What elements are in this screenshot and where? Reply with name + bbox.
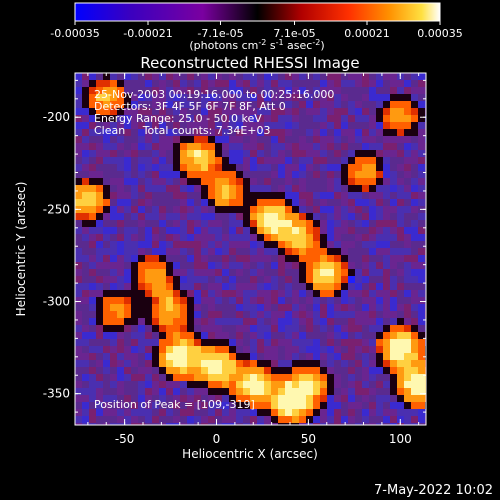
y-tick-label: -250	[43, 202, 70, 216]
colorbar-tick-label: -0.00021	[123, 27, 172, 40]
x-tick-label: 100	[389, 432, 412, 446]
colorbar-tick-label: 0.00021	[344, 27, 390, 40]
colorbar-gradient	[74, 2, 441, 22]
x-axis: -50 0 50 100	[87, 73, 420, 446]
x-tick-label: -50	[115, 432, 135, 446]
colorbar-tick-label: -7.1e-05	[197, 27, 243, 40]
info-overlay: 25-Nov-2003 00:19:16.000 to 00:25:16.000…	[94, 88, 334, 411]
heatmap-image	[75, 73, 426, 425]
info-clean-counts: Clean Total counts: 7.34E+03	[94, 124, 271, 137]
colorbar: -0.00035 -0.00021 -7.1e-05 7.1e-05 0.00021 0.…	[50, 2, 463, 52]
info-peak-position: Position of Peak = [109,-319]	[94, 398, 255, 411]
y-tick-label: -200	[43, 110, 70, 124]
x-axis-label: Heliocentric X (arcsec)	[182, 447, 318, 461]
chart-title: Reconstructed RHESSI Image	[140, 54, 359, 72]
y-tick-label: -300	[43, 295, 70, 309]
colorbar-tick-label: 7.1e-05	[273, 27, 315, 40]
info-energy-range: Energy Range: 25.0 - 50.0 keV	[94, 112, 262, 125]
footer-date: 7-May-2022 10:02	[374, 483, 493, 498]
colorbar-tick-label: -0.00035	[50, 27, 99, 40]
y-tick-label: -350	[43, 387, 70, 401]
y-axis-label: Heliocentric Y (arcsec)	[14, 182, 28, 317]
colorbar-tick-label: 0.00035	[417, 27, 463, 40]
x-tick-label: 0	[213, 432, 221, 446]
plot-frame	[74, 72, 427, 426]
info-time-range: 25-Nov-2003 00:19:16.000 to 00:25:16.000	[94, 88, 334, 101]
info-detectors: Detectors: 3F 4F 5F 6F 7F 8F, Att 0	[94, 100, 286, 113]
colorbar-ticks: -0.00035 -0.00021 -7.1e-05 7.1e-05 0.00021 0.…	[50, 21, 463, 40]
colorbar-units: (photons cm-2 s-1 asec-2)	[189, 38, 324, 52]
y-axis: -200 -250 -300 -350	[43, 79, 426, 413]
x-tick-label: 50	[301, 432, 316, 446]
